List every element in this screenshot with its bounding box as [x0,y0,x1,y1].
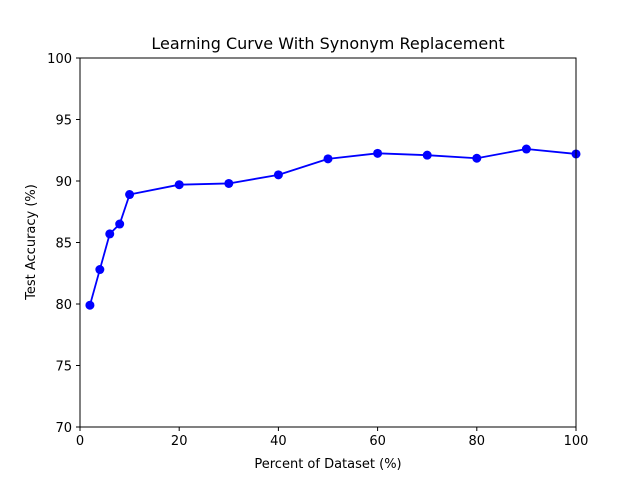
y-tick-label: 95 [55,114,72,129]
data-point [174,180,184,190]
data-point [115,219,125,229]
plot-area: 0 20 40 60 80 100 70 75 80 85 90 95 100 [47,52,588,449]
y-axis-label: Test Accuracy (%) [24,184,39,301]
x-tick-label: 40 [270,434,287,449]
data-point [105,229,115,239]
y-tick-label: 90 [55,175,72,190]
x-tick-label: 20 [171,434,188,449]
data-point [85,300,95,310]
x-axis-label: Percent of Dataset (%) [254,457,401,472]
y-tick-label: 75 [55,360,72,375]
data-point [95,265,105,275]
data-point [422,150,432,160]
x-tick-label: 100 [564,434,589,449]
y-tick-label: 80 [55,298,72,313]
data-point [125,190,135,200]
plot-frame [79,57,577,428]
data-point [472,153,482,163]
data-point [224,178,234,188]
chart-title: Learning Curve With Synonym Replacement [151,34,504,53]
data-point [323,154,333,164]
data-point [273,170,283,180]
x-tick-label: 60 [369,434,386,449]
x-tick-label: 0 [76,434,84,449]
x-tick-label: 80 [469,434,486,449]
y-tick-label: 70 [55,421,72,436]
data-point [521,144,531,154]
data-point [373,148,383,158]
y-tick-label: 100 [47,52,72,67]
y-tick-label: 85 [55,237,72,252]
